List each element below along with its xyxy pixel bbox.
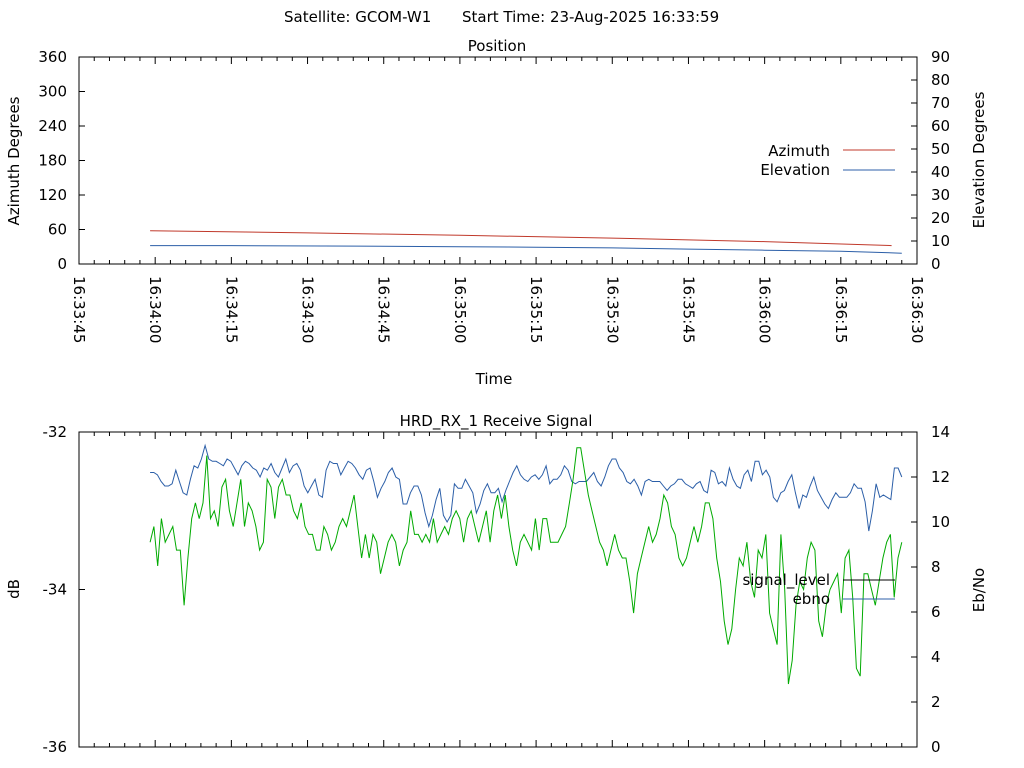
y-right-tick-label: 12 xyxy=(931,468,950,486)
y-right-tick-label: 50 xyxy=(931,140,950,158)
x-tick-label: 16:35:45 xyxy=(679,276,697,343)
y-left-tick-label: 240 xyxy=(38,117,67,135)
y-left-tick-label: -32 xyxy=(43,423,68,441)
position-title: Position xyxy=(468,37,526,55)
x-tick-label: 16:34:00 xyxy=(146,276,164,343)
y-right-tick-label: 90 xyxy=(931,48,950,66)
y-left-tick-label: 0 xyxy=(57,255,67,273)
position-x-label: Time xyxy=(475,370,513,388)
position-y-left-ticks: 0 60 120 180 240 300 360 xyxy=(38,48,85,273)
y-right-tick-label: 8 xyxy=(931,558,941,576)
signal-y-right-label: Eb/No xyxy=(970,568,988,612)
legend-azimuth-label: Azimuth xyxy=(768,142,830,160)
y-right-tick-label: 4 xyxy=(931,648,941,666)
y-left-tick-label: 120 xyxy=(38,186,67,204)
signal-chart: HRD_RX_1 Receive Signal -32 -34 -36 0 2 4 6 8 1… xyxy=(5,412,988,756)
series-line-ebno-1 xyxy=(150,443,903,532)
signal-y-left-label: dB xyxy=(5,579,23,599)
y-left-tick-label: 360 xyxy=(38,48,67,66)
y-right-tick-label: 10 xyxy=(931,232,950,250)
signal-x-ticks xyxy=(78,432,918,747)
legend-ebno-label: ebno xyxy=(793,590,830,608)
y-left-tick-label: -34 xyxy=(43,581,68,599)
y-right-tick-label: 30 xyxy=(931,186,950,204)
y-right-tick-label: 0 xyxy=(931,255,941,273)
x-tick-label: 16:34:45 xyxy=(375,276,393,343)
x-tick-label: 16:36:15 xyxy=(832,276,850,343)
position-x-ticks: 16:33:45 16:34:00 16:34:15 16:34:30 16:34:45… xyxy=(70,57,926,343)
signal-y-right-ticks: 0 2 4 6 8 10 12 14 xyxy=(911,423,950,756)
y-left-tick-label: 60 xyxy=(48,221,67,239)
series-line-elevation xyxy=(150,245,902,254)
position-y-right-label: Elevation Degrees xyxy=(970,91,988,228)
signal-legend: signal_level ebno xyxy=(742,571,895,608)
y-right-tick-label: 70 xyxy=(931,94,950,112)
x-tick-label: 16:36:30 xyxy=(908,276,926,343)
position-legend: Azimuth Elevation xyxy=(760,142,895,179)
x-tick-label: 16:35:15 xyxy=(527,276,545,343)
y-right-tick-label: 10 xyxy=(931,513,950,531)
x-tick-label: 16:35:30 xyxy=(603,276,621,343)
y-right-tick-label: 0 xyxy=(931,738,941,756)
legend-elevation-label: Elevation xyxy=(760,161,830,179)
y-left-tick-label: 300 xyxy=(38,83,67,101)
x-tick-label: 16:35:00 xyxy=(451,276,469,343)
position-y-left-label: Azimuth Degrees xyxy=(5,96,23,225)
x-tick-label: 16:33:45 xyxy=(70,276,88,343)
x-tick-label: 16:34:30 xyxy=(299,276,317,343)
position-chart: Position 0 60 120 180 240 300 360 0 10 20 30 40 50 6… xyxy=(5,37,988,388)
y-right-tick-label: 80 xyxy=(931,71,950,89)
legend-signal-level-label: signal_level xyxy=(742,571,830,590)
x-tick-label: 16:36:00 xyxy=(756,276,774,343)
y-right-tick-label: 6 xyxy=(931,603,941,621)
y-right-tick-label: 40 xyxy=(931,163,950,181)
series-line-azimuth xyxy=(150,230,892,247)
y-right-tick-label: 60 xyxy=(931,117,950,135)
signal-title: HRD_RX_1 Receive Signal xyxy=(400,412,593,431)
y-left-tick-label: -36 xyxy=(43,738,68,756)
y-left-tick-label: 180 xyxy=(38,152,67,170)
satellite-label: Satellite: GCOM-W1 xyxy=(284,8,431,26)
signal-series xyxy=(149,443,903,685)
position-y-right-ticks: 0 10 20 30 40 50 60 70 80 90 xyxy=(911,48,950,273)
y-right-tick-label: 20 xyxy=(931,209,950,227)
start-time-label: Start Time: 23-Aug-2025 16:33:59 xyxy=(462,8,719,26)
position-series xyxy=(150,230,902,254)
y-right-tick-label: 14 xyxy=(931,423,950,441)
y-right-tick-label: 2 xyxy=(931,693,941,711)
x-tick-label: 16:34:15 xyxy=(222,276,240,343)
signal-y-left-ticks: -32 -34 -36 xyxy=(43,423,85,756)
series-line-signal-level-2 xyxy=(149,447,903,685)
